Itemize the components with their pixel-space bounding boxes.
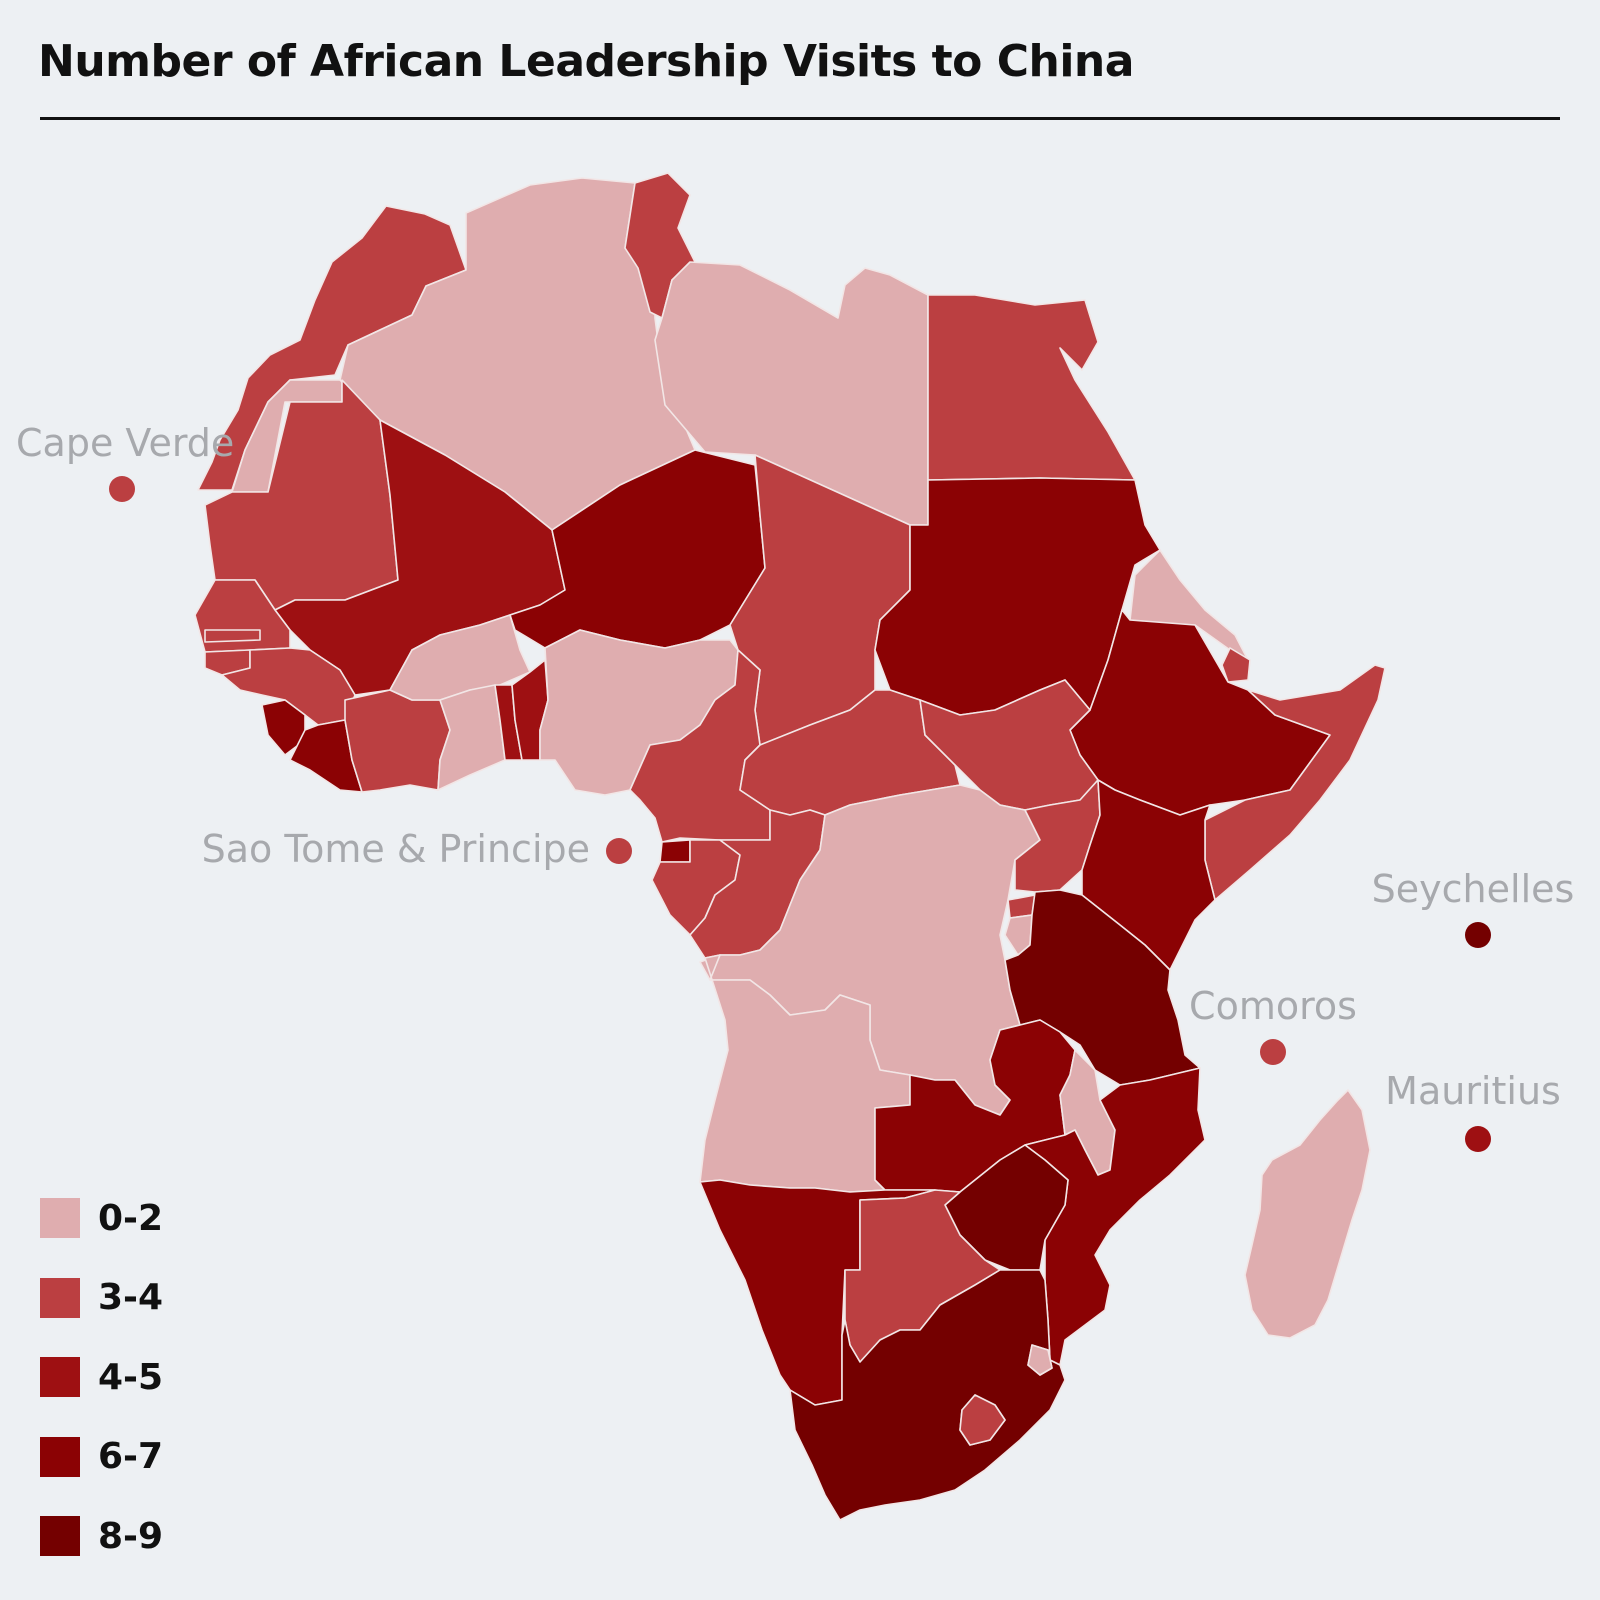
country-ghana — [437, 684, 506, 791]
island-marker-cape-verde — [109, 476, 135, 502]
country-equatorial-guinea — [659, 839, 691, 863]
legend-label: 6-7 — [98, 1436, 164, 1477]
map-title: Number of African Leadership Visits to C… — [38, 36, 1134, 87]
island-label-sao-tome-principe: Sao Tome & Principe — [202, 827, 590, 871]
country-lesotho — [959, 1394, 1006, 1446]
country-eswatini — [1027, 1344, 1053, 1376]
legend-swatch — [40, 1198, 80, 1238]
island-label-seychelles: Seychelles — [1372, 867, 1575, 911]
legend-label: 8-9 — [98, 1515, 164, 1557]
title-divider — [40, 117, 1560, 120]
island-label-comoros: Comoros — [1189, 984, 1357, 1028]
country-burkina-faso — [389, 614, 531, 701]
country-djibouti — [1221, 647, 1251, 683]
legend-swatch — [40, 1436, 80, 1477]
country-somalia — [1204, 664, 1386, 901]
island-marker-comoros — [1260, 1039, 1286, 1065]
legend-item: 3-4 — [40, 1277, 240, 1318]
legend-swatch — [40, 1357, 80, 1397]
legend-label: 0-2 — [98, 1197, 164, 1239]
legend-item: 6-7 — [40, 1436, 240, 1477]
island-label-cape-verde: Cape Verde — [16, 421, 234, 465]
legend-swatch — [40, 1277, 80, 1318]
legend-item: 4-5 — [40, 1356, 240, 1398]
island-label-mauritius: Mauritius — [1385, 1069, 1561, 1113]
country-kenya — [1081, 779, 1216, 971]
legend-swatch — [40, 1516, 80, 1556]
island-marker-mauritius — [1465, 1126, 1491, 1152]
country-mauritania — [204, 379, 399, 611]
country-guinea — [221, 647, 356, 726]
legend-item: 8-9 — [40, 1515, 240, 1557]
country-madagascar — [1244, 1089, 1371, 1339]
island-marker-seychelles — [1465, 922, 1491, 948]
legend-label: 3-4 — [98, 1277, 164, 1318]
country-gambia — [204, 629, 261, 643]
legend-item: 0-2 — [40, 1197, 240, 1239]
country-egypt — [927, 294, 1136, 481]
country-cote-divoire — [344, 689, 451, 793]
legend-label: 4-5 — [98, 1356, 164, 1398]
legend: 0-2 3-4 4-5 6-7 8-9 — [40, 1198, 240, 1596]
island-marker-sao-tome-principe — [606, 838, 632, 864]
